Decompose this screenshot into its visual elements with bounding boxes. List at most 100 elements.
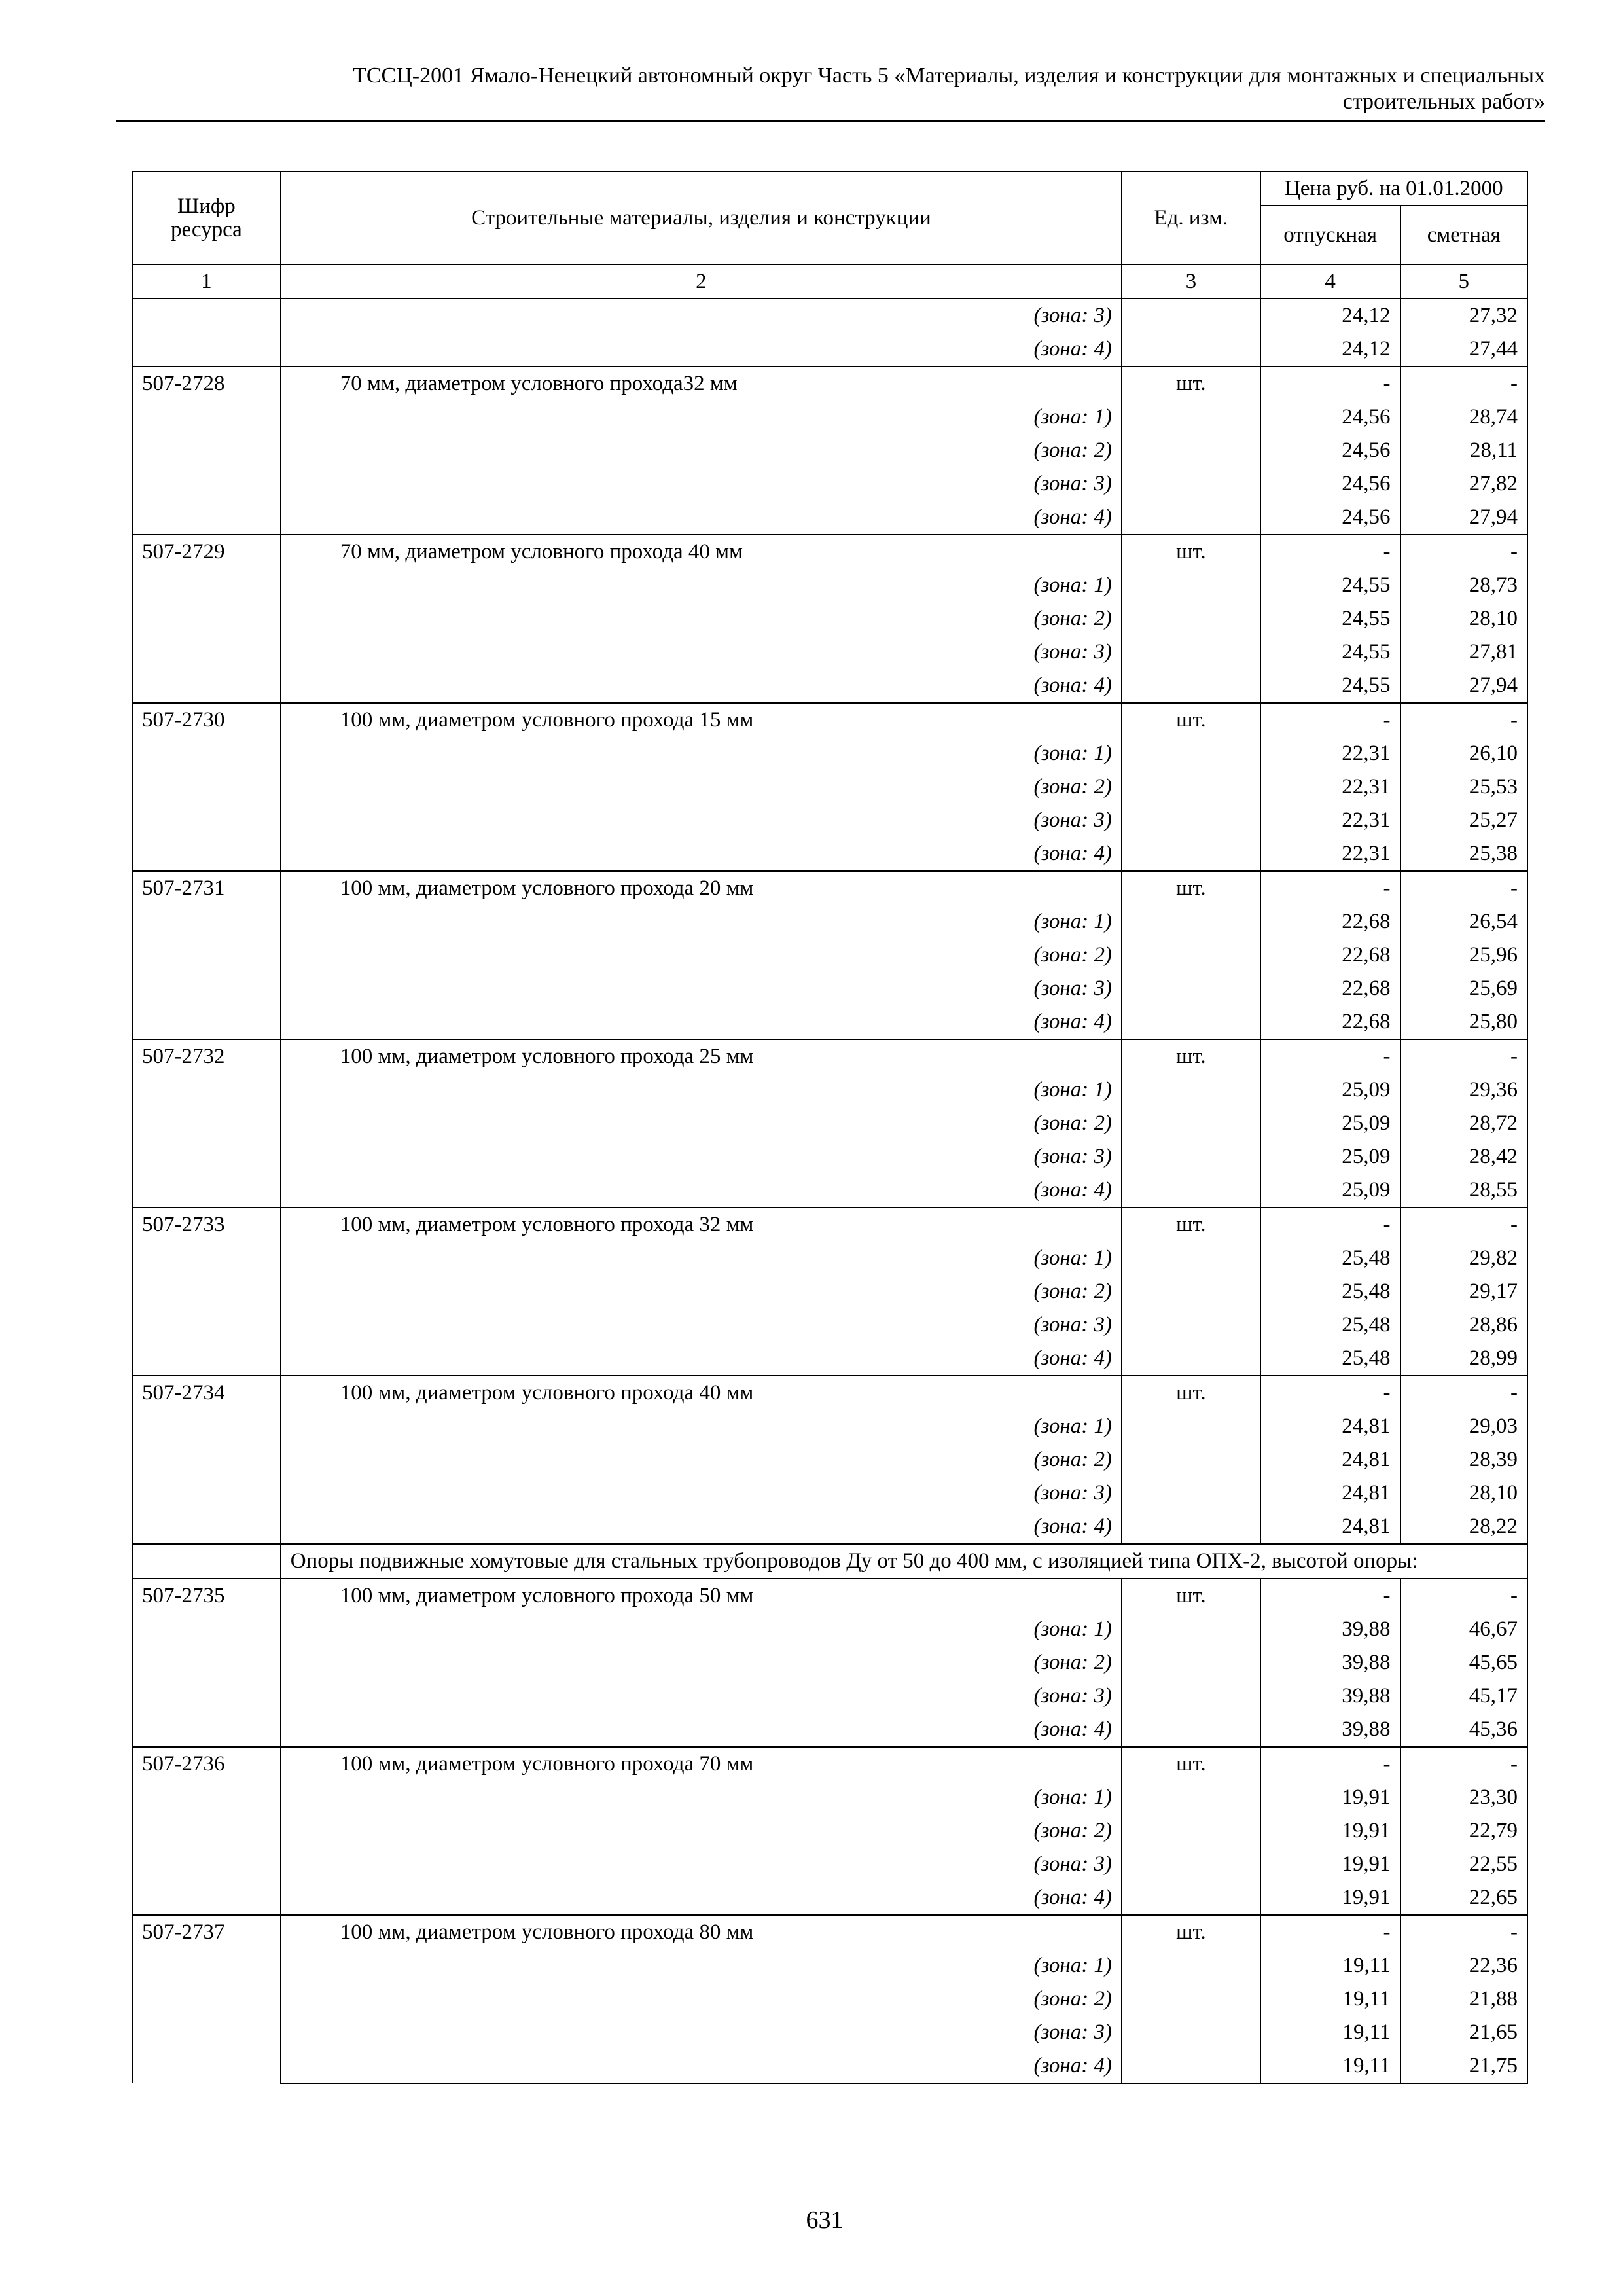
price-estimate: - xyxy=(1399,366,1529,401)
resource-code: 507-2736 xyxy=(132,1746,281,1915)
unit xyxy=(1121,1713,1261,1747)
price-release: 24,81 xyxy=(1259,1510,1401,1544)
price-estimate: - xyxy=(1399,534,1529,569)
code-cell xyxy=(132,1543,281,1579)
col-header-price: Цена руб. на 01.01.2000 xyxy=(1259,171,1529,206)
section-title: Опоры подвижные хомутовые для стальных т… xyxy=(279,1543,1529,1579)
zone-label: (зона: 1) xyxy=(279,1613,1123,1646)
price-release: - xyxy=(1259,1039,1401,1073)
resource-name: 70 мм, диаметром условного прохода32 мм xyxy=(279,366,1123,401)
resource-code: 507-2730 xyxy=(132,702,281,871)
price-estimate: 27,32 xyxy=(1399,298,1529,332)
header-divider xyxy=(116,120,1545,122)
zone-label: (зона: 2) xyxy=(279,770,1123,804)
price-release: 25,09 xyxy=(1259,1140,1401,1174)
price-release: 39,88 xyxy=(1259,1713,1401,1747)
zone-label: (зона: 3) xyxy=(279,1477,1123,1510)
price-release: 25,48 xyxy=(1259,1308,1401,1342)
zone-row: (зона: 2) 24,81 28,39 xyxy=(132,1443,1529,1477)
unit xyxy=(1121,669,1261,703)
price-release: 24,55 xyxy=(1259,636,1401,669)
zone-row: (зона: 4) 24,81 28,22 xyxy=(132,1510,1529,1544)
price-estimate: 27,82 xyxy=(1399,467,1529,501)
resource-name: 100 мм, диаметром условного прохода 70 м… xyxy=(279,1746,1123,1781)
price-estimate: 29,82 xyxy=(1399,1242,1529,1275)
unit xyxy=(1121,602,1261,636)
price-estimate: 25,80 xyxy=(1399,1005,1529,1039)
zone-row: (зона: 4) 24,12 27,44 xyxy=(132,332,1529,367)
price-release: 24,55 xyxy=(1259,669,1401,703)
zone-label: (зона: 1) xyxy=(279,401,1123,434)
resource-row: 507-2731 100 мм, диаметром условного прох… xyxy=(132,870,1529,1039)
price-release: - xyxy=(1259,702,1401,737)
zone-label: (зона: 1) xyxy=(279,1781,1123,1814)
price-release: 25,09 xyxy=(1259,1073,1401,1107)
zone-label: (зона: 2) xyxy=(279,1107,1123,1140)
price-estimate: 28,42 xyxy=(1399,1140,1529,1174)
price-estimate: 28,72 xyxy=(1399,1107,1529,1140)
resource-name: 100 мм, диаметром условного прохода 80 м… xyxy=(279,1914,1123,1949)
unit: шт. xyxy=(1121,1578,1261,1613)
price-release: 22,31 xyxy=(1259,837,1401,871)
zone-label: (зона: 4) xyxy=(279,1174,1123,1208)
price-estimate: 25,38 xyxy=(1399,837,1529,871)
price-release: 24,81 xyxy=(1259,1410,1401,1443)
unit xyxy=(1121,2016,1261,2049)
price-estimate: - xyxy=(1399,1746,1529,1781)
unit xyxy=(1121,401,1261,434)
unit xyxy=(1121,1510,1261,1544)
zone-row: (зона: 3) 25,09 28,42 xyxy=(132,1140,1529,1174)
price-release: 22,68 xyxy=(1259,905,1401,939)
zone-label: (зона: 3) xyxy=(279,636,1123,669)
zone-row: (зона: 2) 19,11 21,88 xyxy=(132,1982,1529,2016)
unit xyxy=(1121,1107,1261,1140)
price-estimate: 28,99 xyxy=(1399,1342,1529,1376)
zone-row: (зона: 3) 24,81 28,10 xyxy=(132,1477,1529,1510)
price-release: 22,31 xyxy=(1259,737,1401,770)
zone-label: (зона: 2) xyxy=(279,1443,1123,1477)
unit xyxy=(1121,1342,1261,1376)
resource-code: 507-2735 xyxy=(132,1578,281,1747)
price-estimate: - xyxy=(1399,1039,1529,1073)
price-estimate: 27,94 xyxy=(1399,669,1529,703)
resource-code: 507-2729 xyxy=(132,534,281,703)
unit: шт. xyxy=(1121,1207,1261,1242)
zone-label: (зона: 2) xyxy=(279,434,1123,467)
unit xyxy=(1121,1242,1261,1275)
price-estimate: 26,54 xyxy=(1399,905,1529,939)
unit: шт. xyxy=(1121,1375,1261,1410)
zone-label: (зона: 1) xyxy=(279,1949,1123,1982)
price-estimate: - xyxy=(1399,1914,1529,1949)
col-header-name: Строительные материалы, изделия и констр… xyxy=(279,171,1123,265)
price-release: - xyxy=(1259,534,1401,569)
unit xyxy=(1121,636,1261,669)
zone-label: (зона: 4) xyxy=(279,1342,1123,1376)
price-estimate: 29,36 xyxy=(1399,1073,1529,1107)
zone-row: (зона: 1) 19,11 22,36 xyxy=(132,1949,1529,1982)
price-release: 39,88 xyxy=(1259,1613,1401,1646)
price-release: 39,88 xyxy=(1259,1679,1401,1713)
resource-row: 507-2736 100 мм, диаметром условного прох… xyxy=(132,1746,1529,1915)
resource-name: 100 мм, диаметром условного прохода 40 м… xyxy=(279,1375,1123,1410)
running-header: ТССЦ-2001 Ямало-Ненецкий автономный окру… xyxy=(132,63,1545,115)
zone-row: (зона: 2) 39,88 45,65 xyxy=(132,1646,1529,1679)
col-number: 2 xyxy=(279,264,1123,299)
price-estimate: 28,73 xyxy=(1399,569,1529,602)
price-estimate: 45,36 xyxy=(1399,1713,1529,1747)
price-release: - xyxy=(1259,366,1401,401)
price-estimate: 45,17 xyxy=(1399,1679,1529,1713)
col-header-release: отпускная xyxy=(1259,205,1401,265)
resource-row: 507-2734 100 мм, диаметром условного прох… xyxy=(132,1375,1529,1544)
zone-label: (зона: 3) xyxy=(279,298,1123,332)
price-release: 22,68 xyxy=(1259,939,1401,972)
price-release: 22,31 xyxy=(1259,770,1401,804)
zone-row: (зона: 3) 24,12 27,32 xyxy=(132,298,1529,367)
price-release: 24,81 xyxy=(1259,1443,1401,1477)
resource-code: 507-2728 xyxy=(132,366,281,535)
price-estimate: 22,65 xyxy=(1399,1881,1529,1915)
zone-row: (зона: 4) 25,48 28,99 xyxy=(132,1342,1529,1376)
resource-row: 507-2737 100 мм, диаметром условного прох… xyxy=(132,1914,1529,2083)
price-estimate: - xyxy=(1399,702,1529,737)
price-release: 22,31 xyxy=(1259,804,1401,837)
unit: шт. xyxy=(1121,366,1261,401)
